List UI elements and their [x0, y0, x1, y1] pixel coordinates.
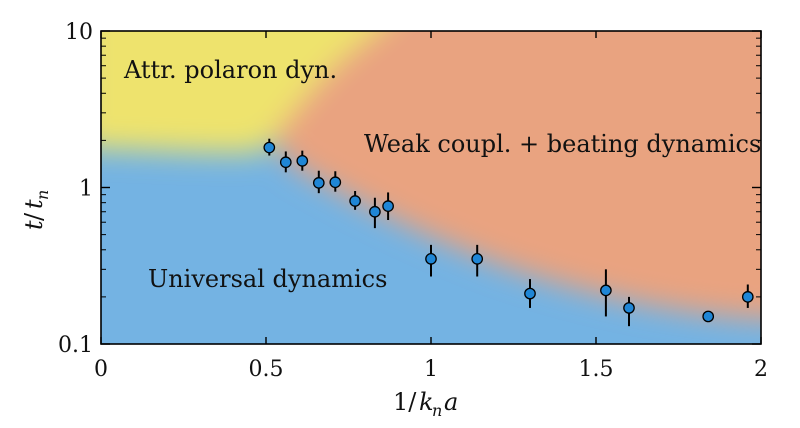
- point-marker: [369, 205, 381, 218]
- point-marker: [600, 284, 612, 297]
- data-point: [312, 170, 325, 194]
- region-attr-polaron: [101, 31, 377, 153]
- data-point: [263, 138, 276, 156]
- data-point: [623, 296, 635, 327]
- data-point: [279, 151, 292, 173]
- point-marker: [741, 291, 754, 303]
- point-marker: [425, 253, 437, 265]
- y-tick-label: 1: [79, 177, 93, 202]
- data-point: [702, 310, 715, 323]
- svg-text:t: t: [20, 199, 48, 209]
- x-tick-label: 1: [424, 357, 438, 382]
- x-axis-label: 1/ k n a: [393, 388, 458, 420]
- point-marker: [524, 287, 536, 300]
- data-point: [524, 279, 536, 308]
- x-tick-label: 1.5: [579, 357, 614, 382]
- x-tick-label: 2: [754, 357, 768, 382]
- data-point: [329, 171, 342, 192]
- data-points: [263, 138, 754, 327]
- data-point: [369, 197, 381, 229]
- y-axis-label: t / t n: [20, 190, 52, 230]
- axis-ticks: [100, 30, 762, 345]
- svg-text:k: k: [419, 388, 434, 416]
- y-tick-label: 0.1: [58, 333, 93, 358]
- data-point: [382, 192, 394, 220]
- data-point: [296, 150, 309, 171]
- point-marker: [349, 195, 361, 207]
- region-label-universal: Universal dynamics: [148, 265, 387, 293]
- svg-text:n: n: [33, 190, 52, 200]
- x-tick-label: 0.5: [249, 357, 284, 382]
- svg-text:t: t: [20, 220, 48, 230]
- data-point: [741, 284, 754, 308]
- region-label-weak-coupling: Weak coupl. + beating dynamics: [364, 130, 761, 158]
- y-tick-label: 10: [65, 20, 93, 45]
- svg-text:a: a: [444, 388, 458, 416]
- axis-tick-labels: 0 0.5 1 1.5 2 0.1 1 10: [58, 20, 768, 382]
- point-marker: [623, 302, 635, 314]
- point-marker: [296, 155, 309, 167]
- point-marker: [471, 253, 484, 265]
- data-point: [349, 190, 361, 210]
- data-point: [471, 244, 484, 277]
- point-marker: [702, 310, 715, 323]
- region-label-attr-polaron: Attr. polaron dyn.: [123, 56, 337, 84]
- svg-text:n: n: [432, 401, 442, 420]
- data-point: [425, 244, 437, 277]
- data-point: [600, 269, 612, 317]
- point-marker: [263, 141, 276, 154]
- point-marker: [279, 156, 292, 169]
- x-tick-label: 0: [94, 357, 108, 382]
- point-marker: [382, 200, 394, 213]
- region-weak-coupling: [270, 31, 761, 319]
- plot-area: [101, 31, 761, 344]
- svg-text:/: /: [20, 212, 48, 221]
- point-marker: [329, 176, 342, 189]
- point-marker: [312, 177, 325, 189]
- svg-text:1/: 1/: [393, 388, 417, 416]
